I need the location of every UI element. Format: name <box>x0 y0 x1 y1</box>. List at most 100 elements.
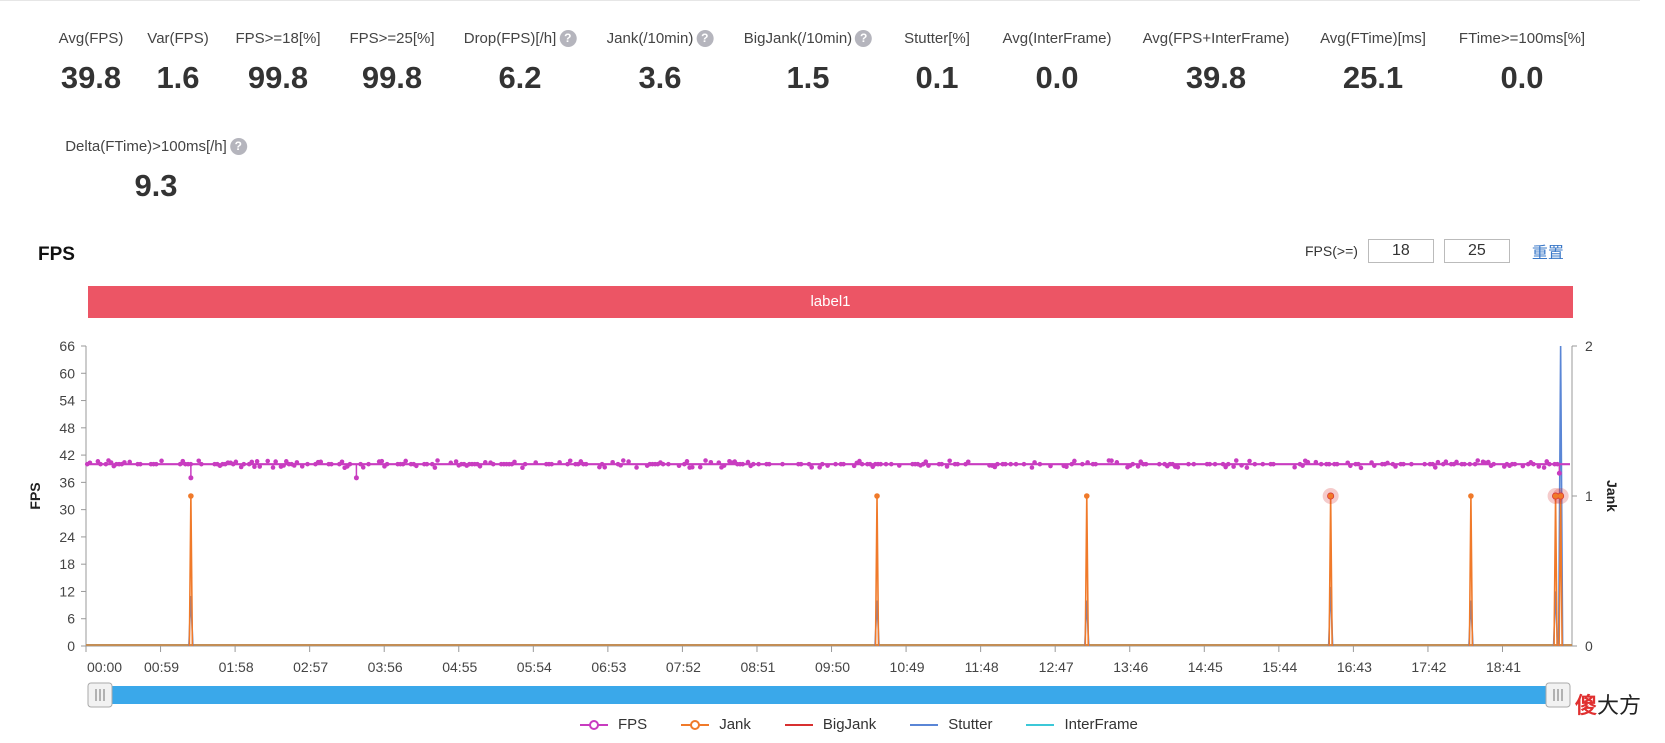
fps-dip-point <box>1556 470 1562 476</box>
fps-point <box>533 460 539 465</box>
fps-point <box>806 461 812 467</box>
y-axis-title: FPS <box>27 482 43 509</box>
fps-point <box>567 458 573 464</box>
jank-spike <box>1084 495 1090 647</box>
fps-point <box>254 459 260 464</box>
help-icon[interactable]: ? <box>559 30 577 47</box>
fps-point <box>1186 461 1191 467</box>
fps-point <box>697 464 703 470</box>
help-icon[interactable]: ? <box>696 30 714 47</box>
metric-card: Stutter[%] 0.1 <box>904 30 970 96</box>
x-tick-label: 00:59 <box>144 659 179 675</box>
fps-point <box>1547 461 1552 467</box>
metric-value: 99.8 <box>361 60 423 95</box>
x-tick-label: 15:44 <box>1262 659 1297 675</box>
chart-section-title: FPS <box>38 244 75 265</box>
top-divider <box>0 0 1640 1</box>
fps-point <box>626 459 631 464</box>
zoom-slider-track[interactable] <box>100 686 1556 704</box>
metric-card: Avg(FPS) 39.8 <box>59 30 124 96</box>
metric-card: Drop(FPS)[/h]? 6.2 <box>464 30 577 96</box>
metric-label: FPS>=25[%] <box>349 30 435 47</box>
metric-value: 1.5 <box>786 60 830 95</box>
help-icon[interactable]: ? <box>855 30 873 47</box>
metric-card: FPS>=25[%] 99.8 <box>349 30 434 96</box>
fps-point <box>923 459 929 464</box>
fps-point <box>684 459 690 464</box>
fps-point <box>1013 461 1019 467</box>
fps-point <box>122 460 127 465</box>
fps-point <box>520 465 525 471</box>
fps-point <box>557 460 562 465</box>
fps-point <box>1233 458 1239 463</box>
fps-point <box>1358 465 1364 471</box>
fps-point <box>299 464 305 469</box>
fps-point <box>177 461 183 467</box>
fps-point <box>1292 464 1297 470</box>
jank-spike <box>1328 495 1333 647</box>
fps-threshold-low-input[interactable] <box>1367 239 1434 263</box>
fps-point <box>634 465 639 470</box>
fps-point <box>257 464 263 469</box>
fps-point <box>944 464 950 469</box>
fps-point <box>745 459 751 465</box>
fps-point <box>1157 461 1162 467</box>
legend-fps[interactable]: FPS <box>580 716 647 733</box>
metric-label: Var(FPS) <box>147 30 209 47</box>
fps-point <box>241 461 247 467</box>
fps-point <box>1409 461 1414 467</box>
metric-value: 1.6 <box>156 60 200 95</box>
reset-button[interactable]: 重置 <box>1531 245 1564 262</box>
legend-interframe[interactable]: InterFrame <box>1026 716 1138 733</box>
fps-point <box>888 461 894 467</box>
fps-point <box>995 461 1000 467</box>
fps-point <box>716 460 722 465</box>
fps-point <box>98 461 103 467</box>
fps-point <box>1348 463 1353 469</box>
fps-point <box>1225 461 1231 467</box>
metric-value: 39.8 <box>60 60 122 95</box>
legend-stutter[interactable]: Stutter <box>910 716 992 733</box>
fps-point <box>403 458 408 464</box>
x-tick-label: 07:52 <box>666 659 701 675</box>
fps-point <box>660 461 666 467</box>
fps-point <box>358 461 363 467</box>
fps-point <box>477 463 483 469</box>
fps-point <box>1486 459 1491 465</box>
jank-point <box>188 493 194 499</box>
fps-point <box>1247 458 1252 464</box>
chart-legend: FPS Jank BigJank Stutter InterFrame <box>580 716 1138 733</box>
fps-point <box>265 458 271 464</box>
y2-axis-title: Jank <box>1604 480 1620 512</box>
fps-point <box>1371 463 1377 468</box>
fps-point <box>766 461 772 467</box>
legend-jank[interactable]: Jank <box>681 716 751 733</box>
fps-point <box>1003 461 1008 467</box>
fps-point <box>1143 461 1149 467</box>
fps-point <box>414 463 419 469</box>
fps-point <box>1207 461 1213 467</box>
label-bar[interactable]: label1 <box>88 286 1573 318</box>
fps-point <box>740 461 745 467</box>
fps-threshold-high-input[interactable] <box>1443 239 1510 263</box>
y2-tick-label: 1 <box>1585 488 1593 504</box>
y2-tick-label: 2 <box>1585 338 1593 354</box>
x-tick-label: 12:47 <box>1039 659 1074 675</box>
fps-point <box>1467 461 1473 467</box>
x-tick-label: 11:48 <box>965 659 999 675</box>
fps-point <box>565 461 570 467</box>
fps-point <box>448 460 454 466</box>
fps-point <box>1048 463 1053 469</box>
fps-point <box>1239 463 1244 468</box>
fps-point <box>424 461 430 467</box>
fps-point <box>108 460 114 465</box>
fps-threshold-label: FPS(>=) <box>1305 243 1358 259</box>
fps-point <box>798 461 804 467</box>
help-icon[interactable]: ? <box>229 138 247 155</box>
legend-bigjank[interactable]: BigJank <box>784 716 876 733</box>
metric-label: FPS>=18[%] <box>235 30 321 47</box>
fps-point <box>249 459 255 465</box>
fps-point <box>453 459 459 464</box>
fps-point <box>1393 464 1398 469</box>
